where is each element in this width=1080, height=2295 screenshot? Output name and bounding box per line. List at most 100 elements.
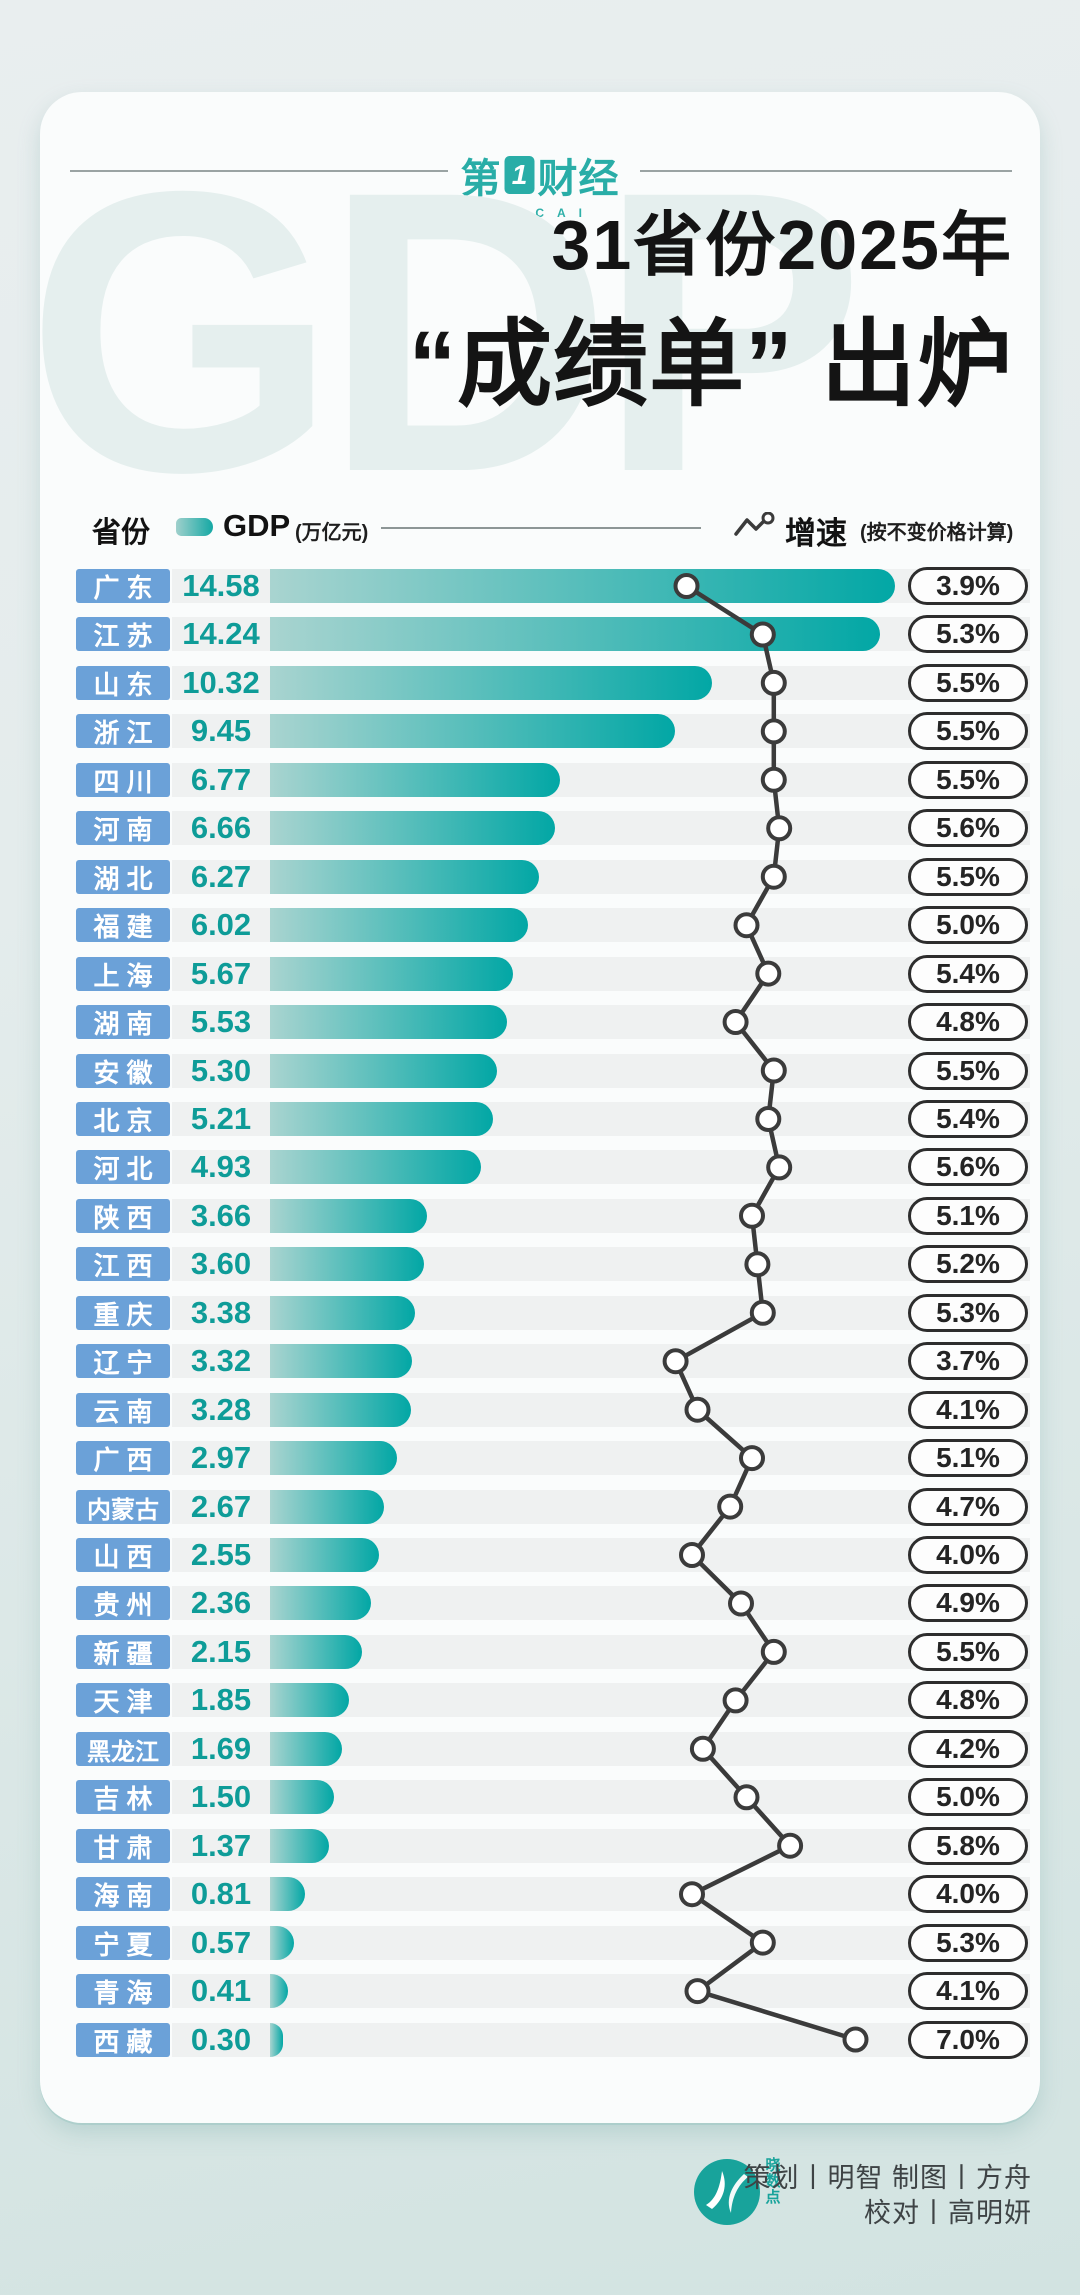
- growth-pill: 4.1%: [908, 1972, 1028, 2010]
- province-badge: 吉林: [76, 1780, 170, 1814]
- table-row: 5.67 上海 5.4%: [40, 955, 1040, 993]
- legend-gdp-unit: (万亿元): [295, 522, 369, 544]
- table-row: 2.67 内蒙古 4.7%: [40, 1488, 1040, 1526]
- province-badge: 天津: [76, 1683, 170, 1717]
- table-row: 6.77 四川 5.5%: [40, 761, 1040, 799]
- legend-growth-note: (按不变价格计算): [860, 522, 1014, 544]
- growth-pill: 4.2%: [908, 1730, 1028, 1768]
- province-badge: 西藏: [76, 2023, 170, 2057]
- gdp-value: 2.97: [190, 1440, 252, 1475]
- yicai-logo: 第 1 财经 YICAI: [461, 146, 620, 220]
- gdp-value: 6.66: [190, 810, 252, 845]
- growth-pill: 7.0%: [908, 2021, 1028, 2059]
- gdp-bar: [270, 714, 675, 748]
- gdp-bar: [270, 1538, 379, 1572]
- growth-pill: 4.9%: [908, 1584, 1028, 1622]
- growth-pill: 5.8%: [908, 1827, 1028, 1865]
- gdp-bar: [270, 666, 712, 700]
- credits: 策划丨明智 制图丨方舟 校对丨高明妍: [743, 2161, 1032, 2231]
- growth-pill: 5.5%: [908, 858, 1028, 896]
- province-badge: 海南: [76, 1877, 170, 1911]
- gdp-value: 2.55: [190, 1537, 252, 1572]
- growth-pill: 5.3%: [908, 1924, 1028, 1962]
- province-badge: 新疆: [76, 1635, 170, 1669]
- growth-pill: 5.5%: [908, 712, 1028, 750]
- growth-pill: 4.7%: [908, 1488, 1028, 1526]
- table-row: 2.97 广西 5.1%: [40, 1439, 1040, 1477]
- gdp-bar: [270, 957, 513, 991]
- gdp-value: 10.32: [182, 665, 260, 700]
- gdp-value: 0.81: [190, 1876, 252, 1911]
- growth-pill: 5.5%: [908, 664, 1028, 702]
- table-row: 1.69 黑龙江 4.2%: [40, 1730, 1040, 1768]
- xiaoshudian-logo-name: 晓数点: [765, 2157, 781, 2206]
- gdp-bar: [270, 1586, 371, 1620]
- infographic-card: 第 1 财经 YICAI GDP 31省份2025年 “成绩单” 出炉 省份 G…: [40, 92, 1040, 2123]
- province-badge: 贵州: [76, 1586, 170, 1620]
- province-badge: 广西: [76, 1441, 170, 1475]
- gdp-bar: [270, 1247, 424, 1281]
- growth-pill: 5.6%: [908, 1148, 1028, 1186]
- row-stripe: [172, 1877, 1030, 1911]
- table-row: 1.85 天津 4.8%: [40, 1681, 1040, 1719]
- gdp-value: 1.85: [190, 1682, 252, 1717]
- gdp-bar: [270, 908, 528, 942]
- table-row: 3.60 江西 5.2%: [40, 1245, 1040, 1283]
- gdp-bar: [270, 1199, 427, 1233]
- table-row: 1.37 甘肃 5.8%: [40, 1827, 1040, 1865]
- gdp-bar: [270, 1393, 411, 1427]
- growth-pill: 5.2%: [908, 1245, 1028, 1283]
- gdp-bar: [270, 860, 539, 894]
- gdp-bar: [270, 617, 880, 651]
- table-row: 14.58 广东 3.9%: [40, 567, 1040, 605]
- growth-pill: 5.4%: [908, 1100, 1028, 1138]
- growth-pill: 4.1%: [908, 1391, 1028, 1429]
- credits-line1: 策划丨明智 制图丨方舟: [743, 2163, 1032, 2193]
- brand-part2: 财经: [537, 157, 620, 201]
- province-badge: 山东: [76, 666, 170, 700]
- gdp-value: 5.53: [190, 1004, 252, 1039]
- province-badge: 河北: [76, 1150, 170, 1184]
- brand-one-mark: 1: [504, 156, 535, 194]
- growth-pill: 4.8%: [908, 1681, 1028, 1719]
- gdp-bar-swatch-icon: [176, 518, 213, 536]
- table-row: 0.81 海南 4.0%: [40, 1875, 1040, 1913]
- gdp-value: 2.36: [190, 1585, 252, 1620]
- province-badge: 宁夏: [76, 1926, 170, 1960]
- growth-pill: 5.1%: [908, 1439, 1028, 1477]
- province-badge: 黑龙江: [76, 1732, 170, 1766]
- province-badge: 陕西: [76, 1199, 170, 1233]
- table-row: 3.28 云南 4.1%: [40, 1391, 1040, 1429]
- gdp-bar: [270, 1344, 412, 1378]
- gdp-value: 0.41: [190, 1973, 252, 2008]
- growth-pill: 5.3%: [908, 615, 1028, 653]
- row-stripe: [172, 1926, 1030, 1960]
- table-row: 5.21 北京 5.4%: [40, 1100, 1040, 1138]
- gdp-bar: [270, 1005, 507, 1039]
- gdp-bar: [270, 1683, 349, 1717]
- table-row: 2.15 新疆 5.5%: [40, 1633, 1040, 1671]
- brand-divider-right: [640, 170, 1012, 172]
- gdp-value: 14.24: [182, 616, 260, 651]
- brand-subtitle: YICAI: [497, 206, 595, 220]
- page-title: 31省份2025年 “成绩单” 出炉: [409, 210, 1013, 413]
- gdp-bar: [270, 1877, 305, 1911]
- title-line1: 31省份2025年: [551, 206, 1013, 284]
- table-row: 6.02 福建 5.0%: [40, 906, 1040, 944]
- province-badge: 河南: [76, 811, 170, 845]
- province-badge: 上海: [76, 957, 170, 991]
- growth-pill: 5.1%: [908, 1197, 1028, 1235]
- table-row: 0.41 青海 4.1%: [40, 1972, 1040, 2010]
- gdp-value: 2.15: [190, 1634, 252, 1669]
- growth-pill: 5.4%: [908, 955, 1028, 993]
- gdp-bar: [270, 1296, 415, 1330]
- growth-pill: 4.8%: [908, 1003, 1028, 1041]
- trend-line-icon: [734, 511, 776, 545]
- gdp-value: 3.28: [190, 1392, 252, 1427]
- gdp-value: 3.32: [190, 1343, 252, 1378]
- gdp-bar: [270, 1780, 334, 1814]
- brand-part1: 第: [460, 157, 502, 201]
- gdp-bar: [270, 1829, 329, 1863]
- row-stripe: [172, 2023, 1030, 2057]
- growth-pill: 5.5%: [908, 1052, 1028, 1090]
